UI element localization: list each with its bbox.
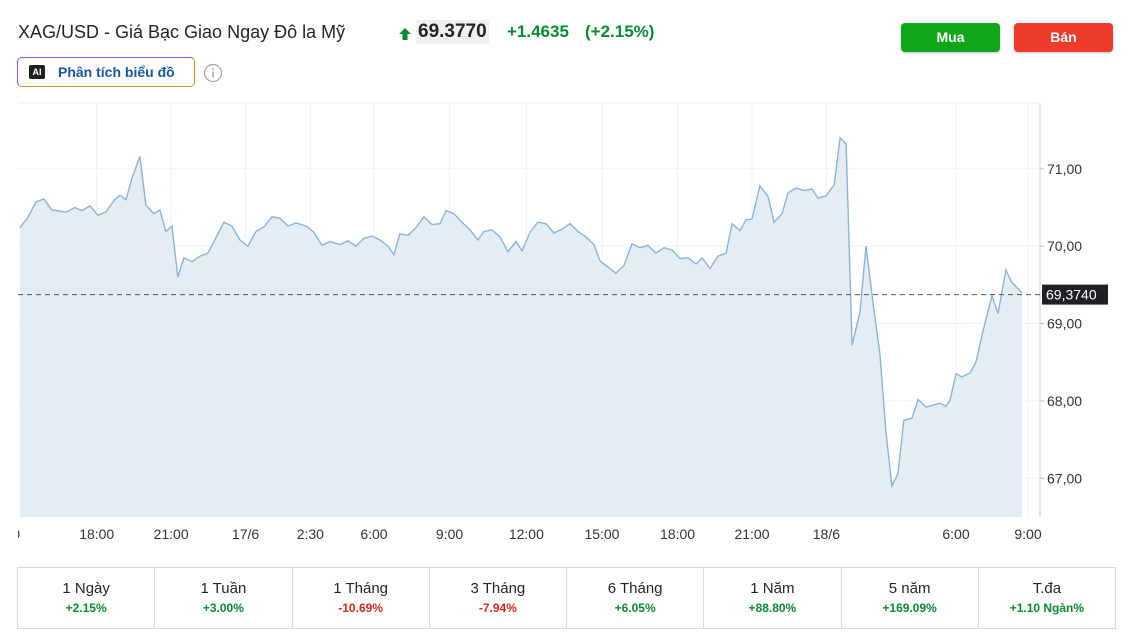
change: +1.4635 xyxy=(507,22,569,41)
period-change: +169.09% xyxy=(882,601,937,615)
period-label: 1 Năm xyxy=(750,580,795,597)
period-change: +6.05% xyxy=(614,601,656,615)
ai-button[interactable]: AI Phân tích biểu đồ xyxy=(17,57,195,87)
performance-table: 1 Ngày +2.15% 1 Tuần +3.00% 1 Tháng -10.69% 3 … xyxy=(17,567,1116,629)
x-tick-label: 18:00 xyxy=(660,526,695,542)
x-tick-label: 9:00 xyxy=(1014,526,1041,542)
x-tick-label: 17/6 xyxy=(232,526,259,542)
ai-label: Phân tích biểu đồ xyxy=(58,64,175,80)
period-label: T.đa xyxy=(1032,580,1062,597)
y-tick-label: 67,00 xyxy=(1047,470,1082,486)
last-price-box xyxy=(1042,284,1108,305)
y-tick-label: 68,00 xyxy=(1047,393,1082,409)
y-tick-label: 69,00 xyxy=(1047,316,1082,332)
x-tick-label: 21:00 xyxy=(154,526,189,542)
period-change: -10.69% xyxy=(338,601,383,615)
last-price-label: 69,3740 xyxy=(1046,287,1097,303)
period-cell[interactable]: T.đa +1.10 Ngàn% xyxy=(979,568,1115,628)
x-tick-label: 9:00 xyxy=(436,526,463,542)
sell-button[interactable]: Bán xyxy=(1014,23,1113,52)
x-tick-label: 12:00 xyxy=(509,526,544,542)
x-tick-label: 21:00 xyxy=(734,526,769,542)
ai-badge: AI xyxy=(29,65,45,79)
area xyxy=(19,137,1022,518)
x-tick-label: :00 xyxy=(1,526,21,542)
period-cell[interactable]: 3 Tháng -7.94% xyxy=(430,568,567,628)
period-label: 1 Tuần xyxy=(200,580,247,597)
x-tick-label: 18:00 xyxy=(79,526,114,542)
x-tick-label: 2:30 xyxy=(297,526,324,542)
period-label: 1 Tháng xyxy=(333,580,389,597)
y-tick-label: 70,00 xyxy=(1047,238,1082,254)
period-cell[interactable]: 1 Tuần +3.00% xyxy=(155,568,293,628)
period-label: 5 năm xyxy=(888,580,931,597)
chart: :00 18:00 21:00 17/6 2:30 6:00 9:00 12:00 15:00 1… xyxy=(1,102,1108,542)
buy-button[interactable]: Mua xyxy=(901,23,1000,52)
period-change: +88.80% xyxy=(748,601,797,615)
period-change: +3.00% xyxy=(202,601,244,615)
price: 69.3770 xyxy=(416,20,489,44)
period-change: +1.10 Ngàn% xyxy=(1009,601,1085,615)
period-cell[interactable]: 5 năm +169.09% xyxy=(842,568,979,628)
period-change: +2.15% xyxy=(65,601,107,615)
period-cell[interactable]: 1 Năm +88.80% xyxy=(704,568,842,628)
x-tick-label: 6:00 xyxy=(360,526,387,542)
x-tick-label: 6:00 xyxy=(942,526,969,542)
period-label: 1 Ngày xyxy=(62,580,110,597)
period-cell[interactable]: 6 Tháng +6.05% xyxy=(567,568,705,628)
y-tick-label: 71,00 xyxy=(1047,161,1082,177)
period-label: 6 Tháng xyxy=(607,580,663,597)
info-icon[interactable] xyxy=(203,63,223,83)
period-label: 3 Tháng xyxy=(470,580,526,597)
title: XAG/USD - Giá Bạc Giao Ngay Đô la Mỹ xyxy=(18,22,346,42)
period-cell[interactable]: 1 Tháng -10.69% xyxy=(293,568,430,628)
up-arrow xyxy=(399,28,411,40)
price-line xyxy=(19,136,1023,489)
change-pct: (+2.15%) xyxy=(585,22,655,41)
x-tick-label: 18/6 xyxy=(813,526,840,542)
period-cell[interactable]: 1 Ngày +2.15% xyxy=(18,568,156,628)
x-tick-label: 15:00 xyxy=(584,526,619,542)
period-change: -7.94% xyxy=(478,601,517,615)
